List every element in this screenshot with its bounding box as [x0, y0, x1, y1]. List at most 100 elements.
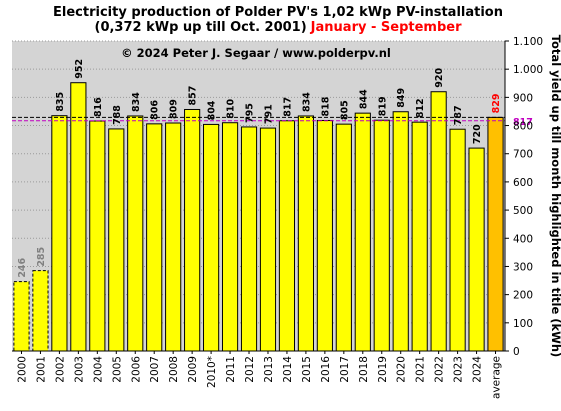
data-label: 788	[112, 105, 123, 125]
data-label: 835	[55, 92, 66, 112]
reference-line-label: 817	[513, 117, 533, 128]
bar-average	[487, 116, 504, 352]
x-tick-label: 2017	[339, 356, 351, 383]
x-tick-label: 2001	[35, 356, 47, 383]
bar	[259, 127, 277, 352]
x-tick-label: 2016	[320, 356, 332, 383]
x-tick-label: 2002	[54, 356, 66, 383]
data-label: 844	[358, 89, 369, 109]
bar	[70, 82, 87, 352]
bar	[335, 123, 352, 352]
chart-subtitle-period: January - September	[310, 20, 462, 35]
data-label: 829	[491, 94, 502, 114]
y-tick-label: 0	[513, 346, 520, 358]
y-tick-label: 300	[513, 261, 533, 273]
reference-lines: 817	[12, 117, 533, 128]
chart-title: Electricity production of Polder PV's 1,…	[53, 5, 503, 20]
data-label: 246	[17, 257, 28, 277]
y-tick-label: 1.000	[513, 64, 543, 76]
bar	[449, 128, 466, 352]
bar	[297, 115, 314, 352]
bar	[430, 91, 447, 352]
y-tick-label: 800	[513, 121, 533, 133]
x-tick-label: 2007	[149, 356, 161, 383]
data-label: 834	[131, 92, 142, 112]
data-label: 952	[74, 59, 85, 79]
x-tick-label: 2024	[472, 356, 484, 383]
x-tick-label: 2022	[434, 356, 446, 383]
y-tick-label: 400	[513, 233, 533, 245]
x-tick-label: 2008	[168, 356, 180, 383]
x-tick-label: 2000	[16, 356, 28, 383]
bar	[184, 108, 201, 352]
data-label: 817	[282, 97, 293, 117]
x-tick-label: 2013	[263, 356, 275, 383]
data-label: 795	[245, 103, 256, 123]
bar	[13, 281, 30, 352]
x-tick-label: 2010*	[206, 356, 218, 388]
data-label: 806	[150, 100, 161, 120]
bar	[146, 123, 163, 352]
bar	[240, 126, 258, 352]
x-tick-label: 2021	[415, 356, 427, 383]
x-axis-ticks: 2000 2001 2002 2003 2004 2005 2006 2007 2008 2009…	[16, 351, 503, 399]
data-label: 720	[472, 124, 483, 144]
data-label: 834	[301, 92, 312, 112]
data-label: 849	[396, 88, 407, 108]
data-label: 791	[263, 104, 274, 124]
data-label: 809	[169, 99, 180, 119]
y-tick-label: 900	[513, 92, 533, 104]
data-label: 818	[320, 96, 331, 116]
x-tick-label: 2023	[453, 356, 465, 383]
x-tick-label: 2009	[187, 356, 199, 383]
data-label: 285	[36, 247, 47, 267]
data-label: 857	[188, 86, 199, 106]
y-tick-label: 700	[513, 149, 533, 161]
copyright-notice: © 2024 Peter J. Segaar / www.polderpv.nl	[121, 46, 391, 60]
x-tick-label: 2005	[111, 356, 123, 383]
y-axis-ticks: 0 100 200 300 400 500 600 700 800 900 1.000 1.100	[505, 36, 543, 358]
x-tick-label: 2014	[282, 356, 294, 383]
bar	[89, 120, 106, 352]
data-label: 805	[339, 100, 350, 120]
bar	[411, 121, 428, 352]
y-tick-label: 200	[513, 290, 533, 302]
data-label: 804	[207, 100, 218, 120]
x-tick-label: 2003	[73, 356, 85, 383]
x-tick-label: 2018	[358, 356, 370, 383]
bar	[32, 270, 49, 352]
bar	[127, 115, 144, 352]
bars	[13, 82, 504, 352]
x-tick-label: 2019	[377, 356, 389, 383]
x-tick-label: 2012	[244, 356, 256, 383]
bar	[278, 120, 296, 352]
y-tick-label: 600	[513, 177, 533, 189]
x-tick-label: 2020	[396, 356, 408, 383]
bar	[392, 111, 409, 352]
data-label: 819	[377, 96, 388, 116]
bar	[203, 123, 220, 352]
data-label: 787	[453, 105, 464, 125]
y-axis-title: Total yield up till month highlighted in…	[549, 35, 561, 358]
bar	[108, 128, 125, 352]
data-label: 810	[226, 99, 237, 119]
data-label: 816	[93, 97, 104, 117]
chart-subtitle-main: (0,372 kWp up till Oct. 2001)	[95, 20, 307, 35]
data-label: 920	[434, 68, 445, 88]
x-tick-label: average	[491, 356, 503, 399]
bar	[165, 122, 182, 352]
gridlines	[12, 40, 505, 324]
y-tick-label: 100	[513, 318, 533, 330]
y-tick-label: 1.100	[513, 36, 543, 48]
x-tick-label: 2004	[92, 356, 104, 383]
bar	[468, 147, 485, 352]
x-tick-label: 2006	[130, 356, 142, 383]
data-label: 812	[415, 98, 426, 118]
bar	[373, 119, 390, 352]
bar	[316, 119, 333, 352]
x-tick-label: 2015	[301, 356, 313, 383]
data-labels: 246 285 835 952 816 788 834 806 809 857 804 810 795 7…	[17, 59, 502, 278]
x-tick-label: 2011	[225, 356, 237, 383]
chart-subtitle: (0,372 kWp up till Oct. 2001) January - S…	[95, 20, 463, 35]
